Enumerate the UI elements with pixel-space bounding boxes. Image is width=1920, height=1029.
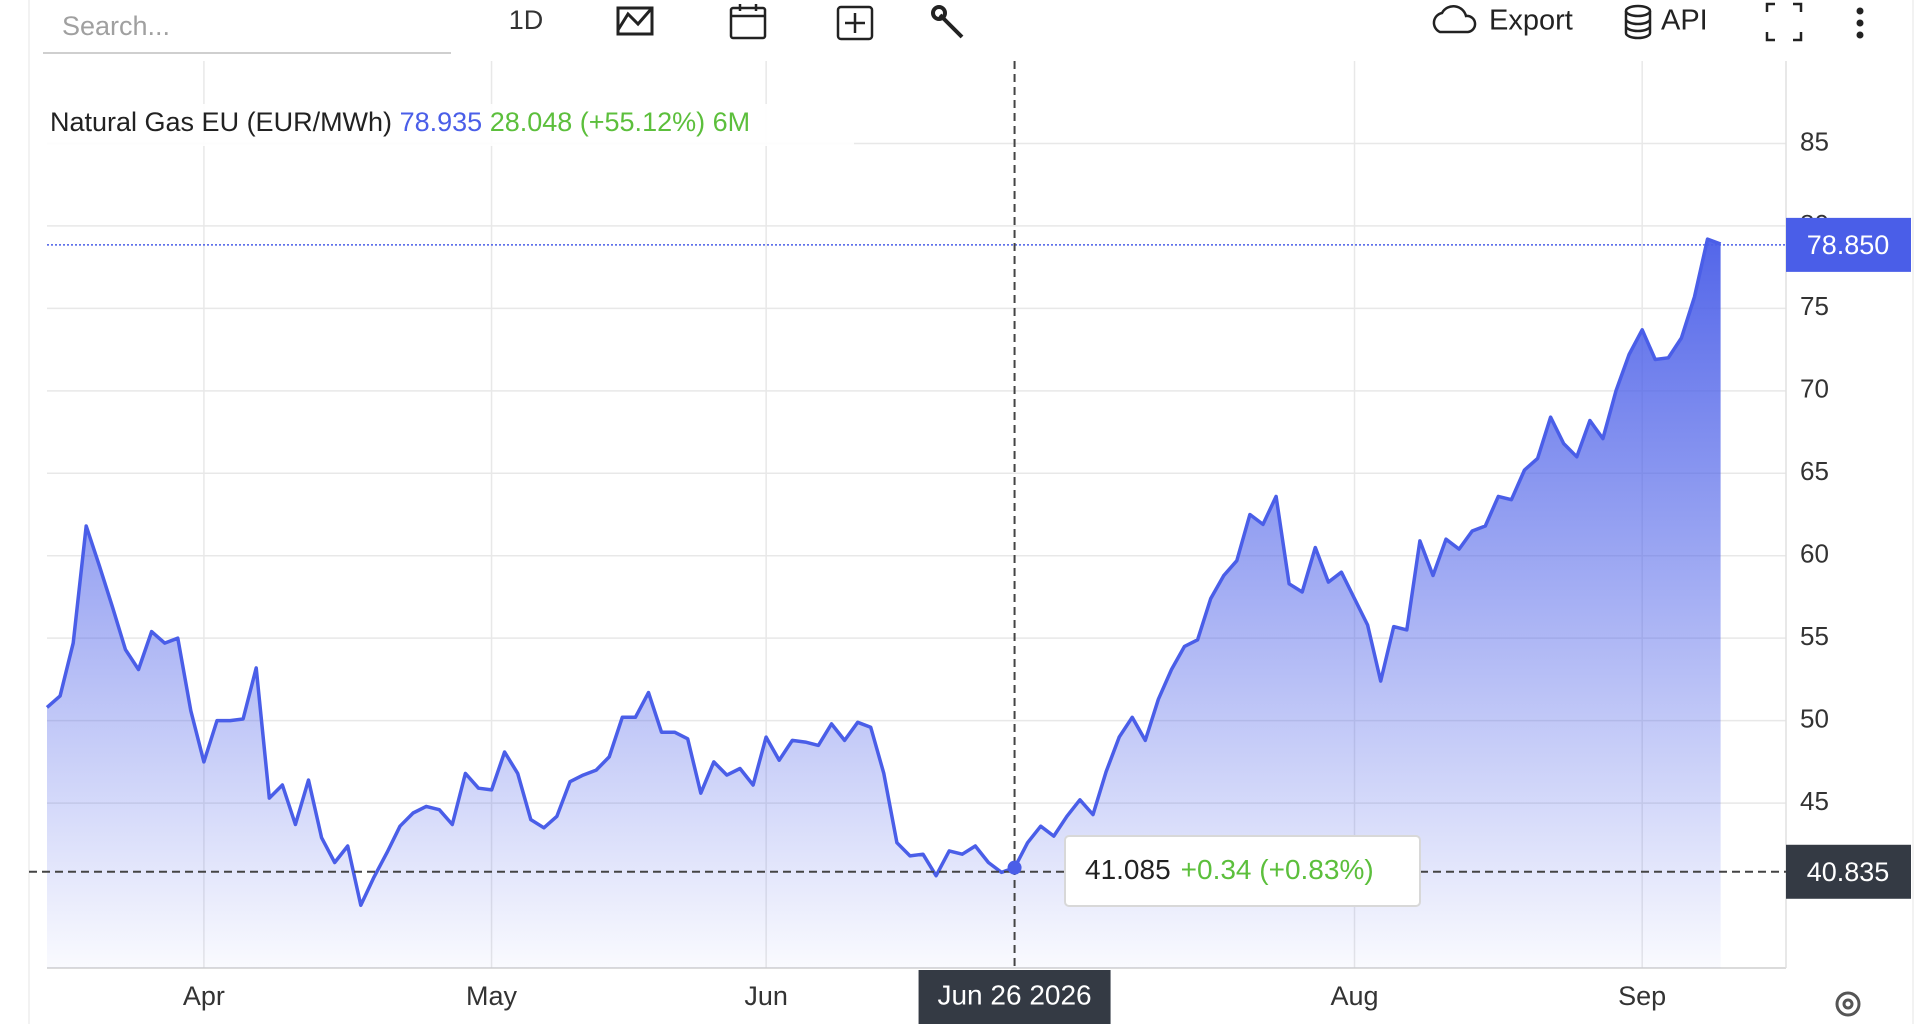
header-change: 28.048 (+55.12%) [490, 107, 705, 137]
hover-point [1007, 860, 1022, 875]
x-tick-label: Jun [744, 981, 788, 1011]
x-tick-label: Sep [1618, 981, 1666, 1011]
api-button[interactable]: API [1624, 4, 1708, 40]
y-tick-label: 45 [1800, 786, 1829, 816]
tooltip-change: +0.34 (+0.83%) [1181, 854, 1374, 885]
price-line [45, 237, 1722, 908]
chart-header: Natural Gas EU (EUR/MWh) 78.935 28.048 (… [50, 107, 750, 137]
crosshair-y-tag [1786, 844, 1911, 899]
crosshair-y-label: 40.835 [1807, 857, 1890, 887]
plot: 455055606570758085AprMayJunAugSep78.8504… [29, 61, 1911, 1024]
calendar-button[interactable] [729, 4, 767, 40]
toolbar: Search... 1D Export API [43, 2, 1864, 54]
chart-type-button[interactable] [616, 6, 654, 36]
last-price-label: 78.850 [1807, 230, 1890, 260]
y-tick-label: 60 [1800, 539, 1829, 569]
api-label[interactable]: API [1661, 5, 1708, 37]
search-input[interactable]: Search... [62, 11, 170, 41]
tools-button[interactable] [931, 5, 964, 39]
settings-button[interactable] [1835, 991, 1861, 1017]
menu-button[interactable] [1856, 7, 1864, 39]
chart-title: Natural Gas EU (EUR/MWh) [50, 107, 392, 137]
header-price: 78.935 [400, 107, 483, 137]
x-tick-label: May [466, 981, 518, 1011]
y-tick-label: 75 [1800, 291, 1829, 321]
y-tick-label: 85 [1800, 126, 1829, 156]
x-tick-label: Aug [1330, 981, 1378, 1011]
tooltip: 41.085 +0.34 (+0.83%) [1085, 854, 1374, 885]
cloud-icon [1432, 4, 1477, 34]
add-button[interactable] [836, 5, 874, 41]
fullscreen-button[interactable] [1765, 2, 1803, 42]
database-icon [1624, 4, 1652, 40]
export-button[interactable]: Export [1432, 4, 1573, 37]
interval-button[interactable]: 1D [509, 5, 544, 35]
last-price-tag [1786, 217, 1911, 272]
crosshair-x-label: Jun 26 2026 [937, 979, 1091, 1010]
export-label[interactable]: Export [1489, 5, 1573, 37]
y-tick-label: 50 [1800, 704, 1829, 734]
tooltip-value: 41.085 [1085, 854, 1171, 885]
header-period: 6M [713, 107, 751, 137]
y-tick-label: 70 [1800, 374, 1829, 404]
x-tick-label: Apr [183, 981, 225, 1011]
legend-background [44, 104, 854, 146]
y-tick-label: 55 [1800, 621, 1829, 651]
crosshair-x-tag [918, 970, 1111, 1024]
tooltip-box [1064, 835, 1421, 907]
area-fill [47, 239, 1721, 969]
y-tick-label: 65 [1800, 456, 1829, 486]
